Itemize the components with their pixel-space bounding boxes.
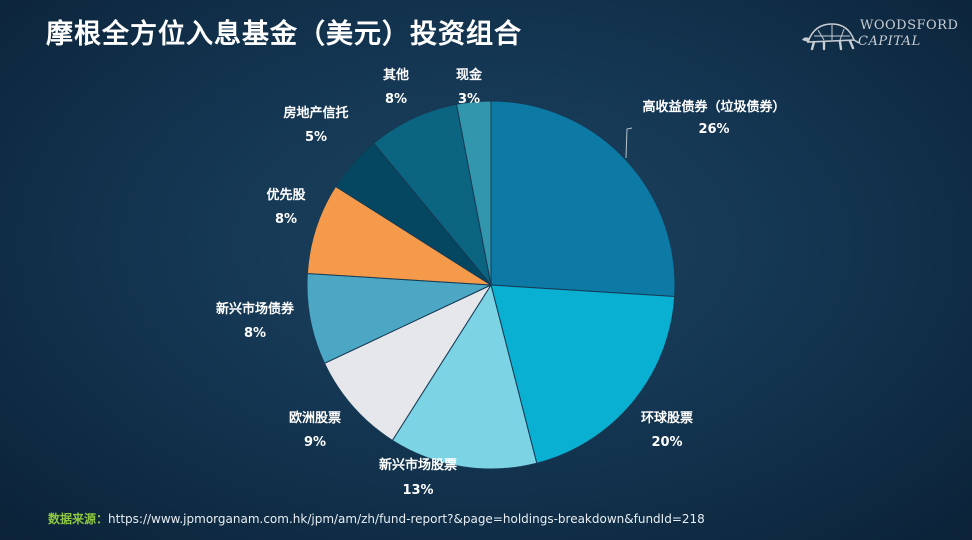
slice-value-label: 8% <box>385 92 407 107</box>
leader-lines <box>625 127 633 159</box>
slice-label: 优先股 <box>266 187 305 203</box>
pie-slice <box>490 100 676 298</box>
slice-value-label: 5% <box>305 130 327 145</box>
turtle-icon <box>802 23 860 51</box>
slice-label: 新兴市场股票 <box>379 457 457 473</box>
slice-value-label: 3% <box>458 92 480 107</box>
pie-slice <box>391 283 538 470</box>
slice-value-label: 20% <box>651 435 682 450</box>
pie-slice <box>323 283 493 442</box>
slice-label: 房地产信托 <box>283 105 348 121</box>
slice-label: 环球股票 <box>641 410 693 426</box>
pie-slice <box>306 272 492 365</box>
logo-line-2: CAPITAL <box>858 34 921 49</box>
slice-value-label: 8% <box>244 326 266 341</box>
page-title: 摩根全方位入息基金（美元）投资组合 <box>46 19 522 50</box>
pie-slice <box>306 185 492 286</box>
logo-line-1: WOODSFORD <box>860 18 959 33</box>
slice-value-label: 26% <box>698 122 729 137</box>
slice-label: 其他 <box>383 67 409 83</box>
source-note: 数据来源：https://www.jpmorganam.com.hk/jpm/a… <box>48 510 705 527</box>
source-url: https://www.jpmorganam.com.hk/jpm/am/zh/… <box>108 512 705 526</box>
source-label: 数据来源： <box>48 512 109 526</box>
pie-chart: 高收益债券（垃圾债券） 26% 环球股票 20% 新兴市场股票 13% 欧洲股票 9% 新兴市场… <box>216 67 786 498</box>
pie-slices <box>306 100 676 470</box>
pie-slice <box>490 284 676 464</box>
slice-value-label: 8% <box>275 212 297 227</box>
slice-value-label: 13% <box>402 483 433 498</box>
slice-label: 现金 <box>456 67 483 83</box>
slice-labels: 高收益债券（垃圾债券） 26% 环球股票 20% 新兴市场股票 13% 欧洲股票 9% 新兴市场… <box>216 67 786 498</box>
slice-label: 高收益债券（垃圾债券） <box>642 99 785 115</box>
company-logo: WOODSFORD CAPITAL <box>800 16 962 54</box>
slice-label: 新兴市场债券 <box>216 301 295 317</box>
slice-label: 欧洲股票 <box>289 410 341 426</box>
pie-slice <box>455 100 492 286</box>
pie-slice <box>373 103 492 286</box>
slice-value-label: 9% <box>304 435 326 450</box>
leader-line <box>625 127 633 159</box>
